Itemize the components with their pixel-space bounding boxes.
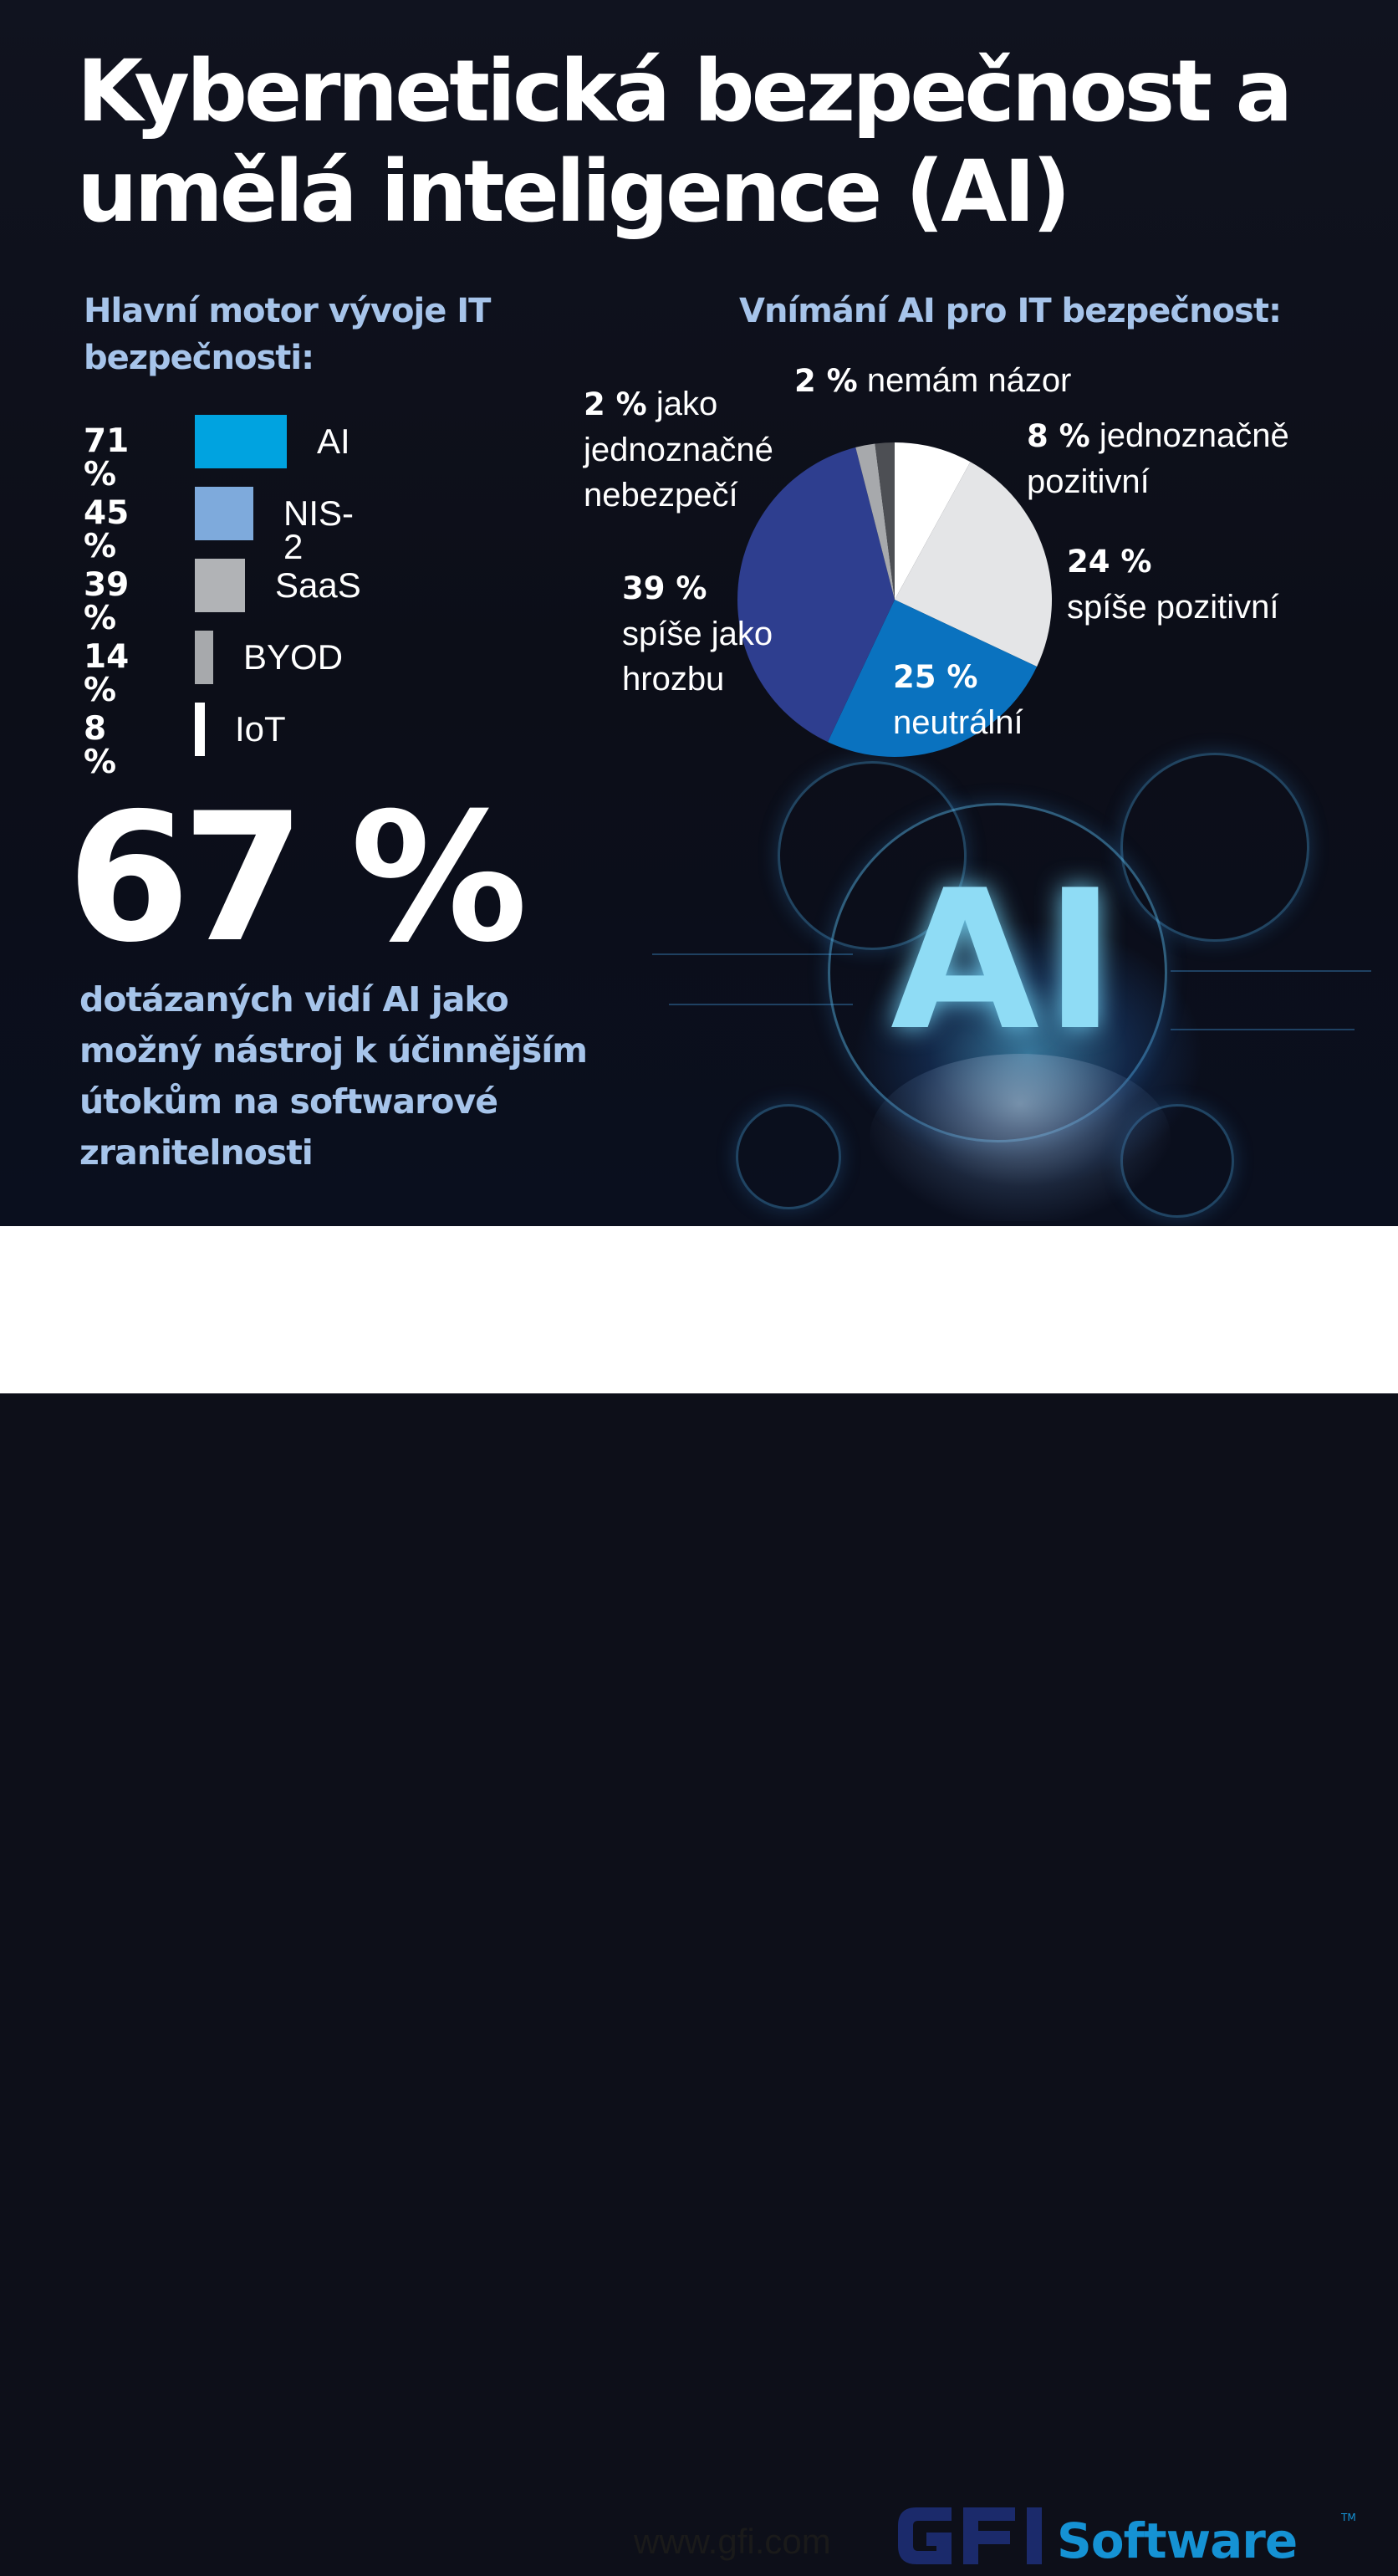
pie-chart-heading: Vnímání AI pro IT bezpečnost: <box>739 292 1282 330</box>
bar-value-label: 14 % <box>84 638 130 709</box>
pie-slice-text: jednoznačně pozitivní <box>1027 417 1289 500</box>
pie-slice-text: nemám názor <box>866 362 1072 399</box>
bar <box>195 559 245 612</box>
footer: www.gfi.com Software TM <box>0 1226 1398 2569</box>
pie-slice <box>895 462 1053 667</box>
big-stat-description: dotázaných vidí AI jako možný nástroj k … <box>79 979 588 1173</box>
circuit-line-decoration <box>1171 1029 1355 1030</box>
big-stat-value: 67 % <box>67 774 528 981</box>
bar-category-label: AI <box>317 422 350 461</box>
bar <box>195 703 205 756</box>
bar-category-label: IoT <box>235 709 286 749</box>
pie-slice-label: 2 % jako jednoznačné nebezpečí <box>584 381 809 518</box>
bar-category-label: SaaS <box>275 565 361 605</box>
bar-category-label: BYOD <box>243 637 344 677</box>
svg-text:TM: TM <box>1340 2512 1356 2523</box>
pie-slice-label: 24 % spíše pozitivní <box>1067 539 1351 630</box>
pie-slice <box>737 447 895 743</box>
pie-slice-percent: 25 % <box>893 659 978 695</box>
pie-slice-label: 2 % nemám názor <box>794 358 1129 404</box>
pie-slice-percent: 39 % <box>622 570 707 606</box>
bar-chart-heading: Hlavní motor vývoje IT bezpečnosti: <box>84 292 491 377</box>
pie-slice <box>827 600 1038 758</box>
circuit-line-decoration <box>1171 970 1371 972</box>
hand-image <box>870 1054 1171 1221</box>
infographic-panel: AI Kybernetická bezpečnost a umělá intel… <box>0 0 1398 1226</box>
pie-slice-percent: 2 % <box>584 386 647 422</box>
pie-slice-text: spíše pozitivní <box>1067 589 1279 626</box>
tech-circle-decoration <box>736 1104 841 1209</box>
page-title: Kybernetická bezpečnost a umělá intelige… <box>77 42 1293 242</box>
bar-category-label: NIS-2 <box>283 493 354 566</box>
pie-slice-percent: 8 % <box>1027 418 1090 454</box>
pie-slice-label: 8 % jednoznačně pozitivní <box>1027 413 1378 504</box>
ai-hologram-letters: AI <box>890 850 1121 1073</box>
svg-text:Software: Software <box>1057 2512 1297 2569</box>
pie-slice-percent: 24 % <box>1067 544 1152 580</box>
tech-circle-decoration <box>1120 753 1309 942</box>
pie-slice-percent: 2 % <box>794 363 858 399</box>
pie-slice <box>875 442 895 600</box>
bar-value-label: 8 % <box>84 710 117 781</box>
circuit-line-decoration <box>652 953 853 955</box>
pie-slice <box>855 443 895 600</box>
circuit-line-decoration <box>669 1004 853 1005</box>
bar-value-label: 71 % <box>84 422 130 493</box>
pie-slice-text: neutrální <box>893 704 1023 741</box>
pie-slice-label: 39 % spíše jako hrozbu <box>622 565 798 702</box>
pie-slice-text: jako jednoznačné nebezpečí <box>584 386 773 514</box>
bar-value-label: 39 % <box>84 566 130 637</box>
bar-value-label: 45 % <box>84 494 130 565</box>
gfi-software-logo: Software TM <box>898 2507 1356 2569</box>
website-link[interactable]: www.gfi.com <box>634 2522 831 2561</box>
bar <box>195 487 253 540</box>
pie-chart <box>737 442 1053 758</box>
pie-slice-text: spíše jako hrozbu <box>622 616 773 698</box>
pie-slice <box>895 442 971 600</box>
bar <box>195 415 287 468</box>
bar <box>195 631 213 684</box>
pie-slice-label: 25 % neutrální <box>893 654 1094 745</box>
